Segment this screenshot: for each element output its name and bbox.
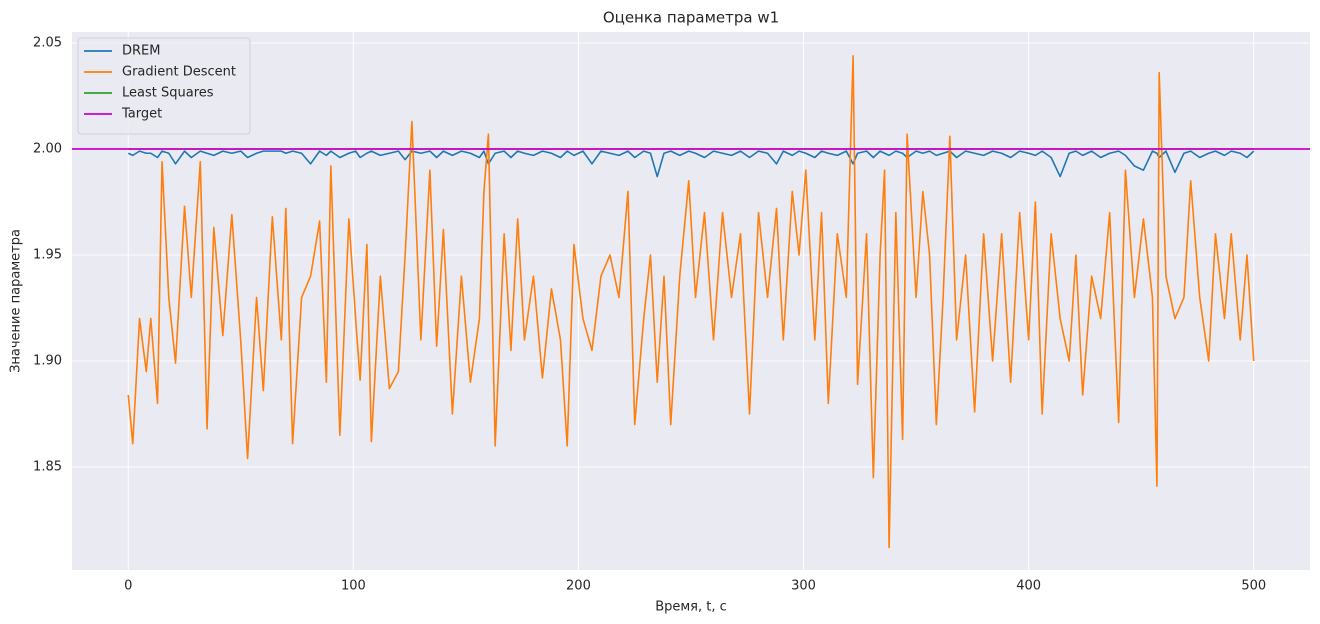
- y-tick-label: 1.90: [33, 353, 62, 368]
- legend-label: DREM: [122, 44, 160, 59]
- x-axis-label: Время, t, с: [655, 600, 727, 615]
- y-tick-label: 1.95: [33, 248, 62, 263]
- y-tick-label: 2.00: [33, 142, 62, 157]
- y-tick-label: 2.05: [33, 36, 62, 51]
- x-tick-label: 200: [566, 579, 591, 594]
- x-tick-label: 0: [124, 579, 132, 594]
- y-axis-label: Значение параметра: [9, 229, 24, 373]
- legend-label: Least Squares: [122, 86, 214, 101]
- legend-box: [77, 37, 251, 135]
- plot-area: [72, 32, 1310, 570]
- x-tick-label: 300: [791, 579, 816, 594]
- line-series: [127, 150, 1255, 178]
- x-tick-label: 500: [1241, 579, 1266, 594]
- legend-label: Target: [121, 107, 162, 122]
- x-tick-label: 100: [341, 579, 366, 594]
- chart-title: Оценка параметра w1: [603, 9, 779, 27]
- legend-label: Gradient Descent: [122, 65, 236, 80]
- y-tick-label: 1.85: [33, 459, 62, 474]
- x-tick-label: 400: [1016, 579, 1041, 594]
- line-series: [127, 54, 1255, 549]
